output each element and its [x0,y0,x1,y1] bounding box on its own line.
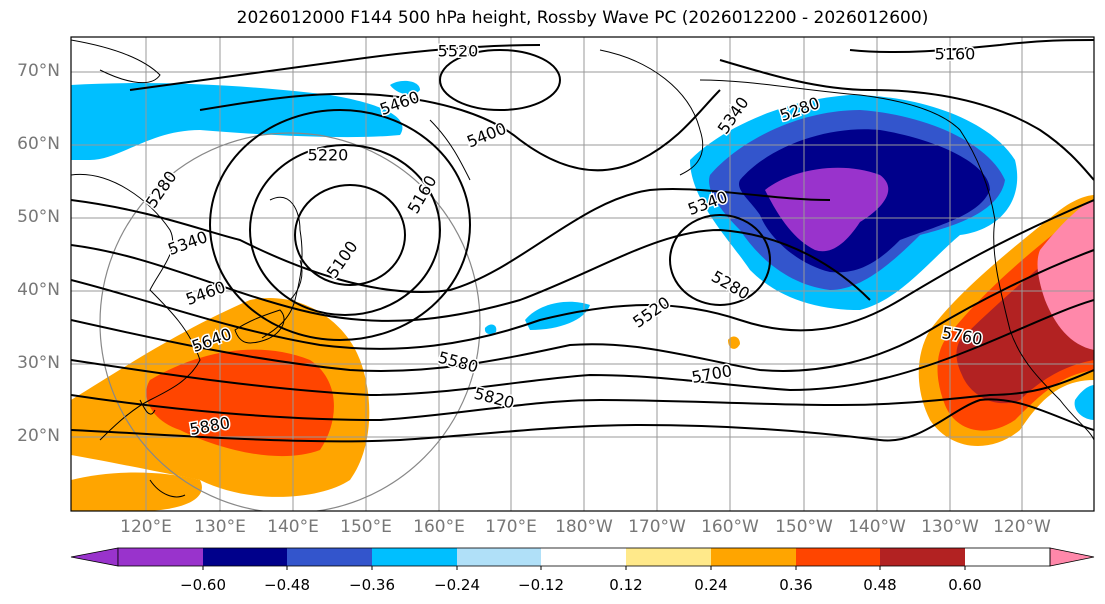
colorbar-swatch [118,548,203,566]
coastlines [71,39,1094,498]
lat-label-20n: 20°N [17,426,60,446]
region-circle [99,132,481,511]
colorbar-tick: −0.24 [434,576,480,594]
lon-label-150e: 150°E [340,517,392,537]
colorbar-swatch [372,548,457,566]
negative-anomaly-alaska-core [765,167,889,252]
colorbar-swatch [457,548,541,566]
colorbar-swatch [796,548,880,566]
map-title: 2026012000 F144 500 hPa height, Rossby W… [236,8,929,28]
colorbar-outline [117,547,1051,567]
colorbar-tick: 0.60 [948,576,982,594]
lon-label-120e: 120°E [120,517,172,537]
graticule [71,37,1094,511]
lon-label-140e: 140°E [267,517,319,537]
colorbar-swatch [541,548,626,566]
colorbar-tick: −0.60 [180,576,226,594]
colorbar-tick: −0.36 [349,576,395,594]
lat-label-70n: 70°N [17,61,60,81]
lon-label-180w: 180°W [555,517,613,537]
positive-anomaly-west-pacific-core [146,349,334,457]
colorbar-swatch [880,548,965,566]
colorbar-extend-high [1049,547,1095,567]
colorbar [70,547,1095,570]
lon-label-170e: 170°E [485,517,537,537]
colorbar-swatch [203,548,287,566]
lon-label-160e: 160°E [413,517,465,537]
lon-label-120w: 120°W [993,517,1051,537]
height-contours [71,39,1094,443]
colorbar-tick: 0.24 [694,576,728,594]
colorbar-tick: 0.48 [863,576,897,594]
lon-label-170w: 170°W [628,517,686,537]
lat-label-50n: 50°N [17,207,60,227]
contour-label: 5520 [438,42,479,61]
contour-label: 5160 [935,45,976,64]
lat-label-40n: 40°N [17,280,60,300]
colorbar-swatch [287,548,372,566]
colorbar-tick: 0.12 [609,576,643,594]
lon-label-140w: 140°W [848,517,906,537]
colorbar-tick: −0.48 [264,576,310,594]
lat-label-60n: 60°N [17,134,60,154]
lon-label-130e: 130°E [194,517,246,537]
colorbar-extend-low [70,547,119,567]
colorbar-tick: −0.12 [518,576,564,594]
colorbar-swatch [626,548,711,566]
negative-anomaly-northwest [71,83,403,160]
contour-label: 5220 [308,146,349,165]
lat-label-30n: 30°N [17,353,60,373]
lon-label-160w: 160°W [701,517,759,537]
lon-label-150w: 150°W [775,517,833,537]
map-frame [70,36,1095,512]
colorbar-swatch [711,548,796,566]
colorbar-tick: 0.36 [779,576,813,594]
lon-label-130w: 130°W [921,517,979,537]
